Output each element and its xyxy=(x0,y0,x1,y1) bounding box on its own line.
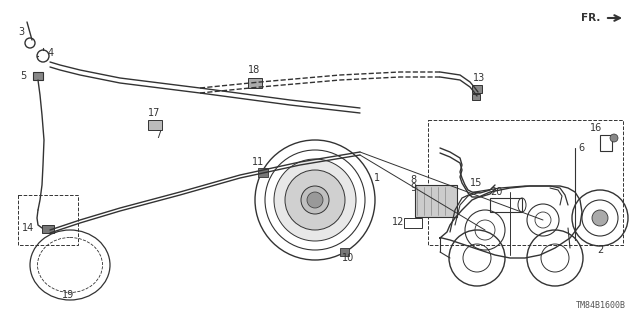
Ellipse shape xyxy=(285,170,345,230)
Bar xyxy=(18,195,78,245)
Text: 8: 8 xyxy=(410,175,416,185)
Text: 15: 15 xyxy=(470,178,483,188)
Text: 13: 13 xyxy=(473,73,485,83)
Text: FR.: FR. xyxy=(580,13,600,23)
Circle shape xyxy=(610,134,618,142)
Bar xyxy=(415,185,457,217)
Bar xyxy=(340,248,349,256)
Bar xyxy=(148,120,162,130)
Text: 6: 6 xyxy=(578,143,584,153)
Text: 1: 1 xyxy=(374,173,380,183)
Bar xyxy=(42,225,54,233)
Text: TM84B1600B: TM84B1600B xyxy=(576,301,626,310)
Text: 2: 2 xyxy=(597,245,603,255)
Bar xyxy=(490,198,522,212)
Text: 14: 14 xyxy=(22,223,35,233)
Circle shape xyxy=(307,192,323,208)
Text: 12: 12 xyxy=(392,217,404,227)
Text: 17: 17 xyxy=(148,108,161,118)
Text: 18: 18 xyxy=(248,65,260,75)
Circle shape xyxy=(592,210,608,226)
Text: 16: 16 xyxy=(590,123,602,133)
Text: 11: 11 xyxy=(252,157,264,167)
Text: 19: 19 xyxy=(62,290,74,300)
Text: 20: 20 xyxy=(490,187,502,197)
Bar xyxy=(428,120,623,245)
Text: 9: 9 xyxy=(410,183,416,193)
Bar xyxy=(258,168,268,177)
Bar xyxy=(472,94,480,100)
Bar xyxy=(33,72,43,80)
Text: 10: 10 xyxy=(342,253,355,263)
Bar xyxy=(248,78,262,88)
Ellipse shape xyxy=(274,159,356,241)
Bar xyxy=(404,218,422,228)
Text: 7: 7 xyxy=(155,130,161,140)
Text: 3: 3 xyxy=(18,27,24,37)
Text: 4: 4 xyxy=(48,48,54,58)
Bar xyxy=(600,135,612,151)
Bar xyxy=(472,85,482,93)
Ellipse shape xyxy=(301,186,329,214)
Text: 5: 5 xyxy=(20,71,26,81)
